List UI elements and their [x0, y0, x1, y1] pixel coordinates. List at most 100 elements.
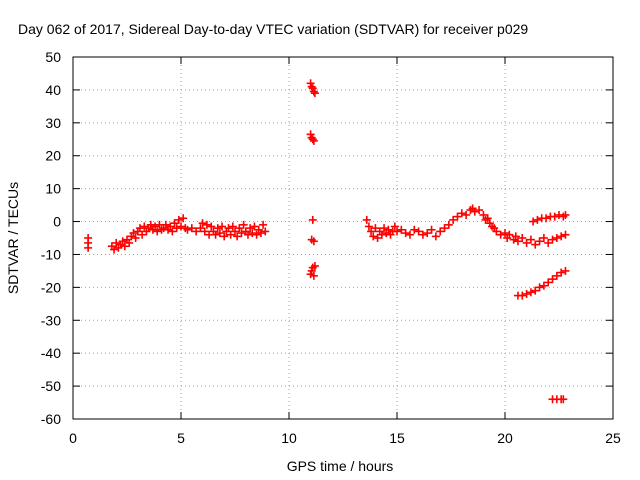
- data-point: [531, 240, 540, 249]
- data-point: [518, 291, 527, 300]
- data-point: [539, 234, 548, 242]
- data-point: [483, 214, 492, 223]
- data-point: [168, 227, 177, 236]
- x-tick-label: 25: [605, 430, 621, 446]
- data-point: [501, 229, 509, 238]
- data-point: [243, 230, 252, 239]
- y-tick-label: 0: [53, 214, 61, 230]
- data-point: [200, 227, 209, 236]
- data-point: [151, 222, 160, 231]
- data-point: [218, 222, 227, 231]
- data-point: [140, 222, 149, 231]
- data-point: [511, 232, 520, 241]
- y-axis-ticks: 50 40 30 20 10 0 -10 -20 -30 -40 -50 -60: [41, 49, 613, 427]
- data-point: [215, 229, 224, 238]
- data-point: [496, 230, 505, 239]
- chart-title: Day 062 of 2017, Sidereal Day-to-day VTE…: [18, 21, 528, 37]
- data-point: [542, 214, 551, 223]
- data-point: [231, 227, 239, 236]
- data-point: [131, 234, 140, 242]
- y-tick-label: -40: [41, 345, 61, 361]
- data-point: [373, 234, 382, 242]
- data-point: [393, 227, 401, 236]
- data-point: [479, 210, 488, 219]
- data-point: [213, 224, 222, 233]
- data-point: [457, 209, 466, 218]
- data-point: [308, 135, 317, 144]
- data-point: [367, 227, 376, 236]
- data-point: [259, 220, 268, 229]
- data-point: [252, 230, 261, 239]
- data-point: [228, 222, 237, 231]
- data-point: [423, 229, 432, 238]
- data-point: [552, 234, 561, 242]
- plot-frame: [72, 56, 614, 420]
- data-point: [561, 230, 570, 239]
- data-point: [533, 215, 542, 224]
- data-points: [84, 79, 570, 404]
- data-point: [224, 224, 233, 233]
- y-tick-label: 40: [45, 82, 61, 98]
- data-point: [309, 237, 318, 246]
- data-point: [529, 217, 538, 226]
- data-point: [522, 289, 531, 298]
- data-point: [308, 215, 317, 224]
- data-point: [535, 283, 544, 292]
- y-tick-label: 10: [45, 181, 61, 197]
- data-point: [248, 229, 257, 238]
- data-point: [418, 230, 427, 239]
- data-point: [518, 234, 527, 242]
- y-axis-title: SDTVAR / TECUs: [5, 182, 21, 294]
- data-point: [397, 225, 406, 234]
- data-point: [550, 212, 559, 221]
- data-point: [559, 395, 568, 404]
- data-point: [110, 245, 119, 254]
- data-point: [187, 224, 196, 233]
- data-point: [256, 229, 265, 238]
- data-point: [462, 210, 471, 219]
- data-point: [557, 232, 566, 241]
- y-tick-label: -50: [41, 378, 61, 394]
- data-point: [405, 230, 414, 239]
- x-axis-title: GPS time / hours: [287, 458, 394, 474]
- x-axis-ticks: 0 5 10 15 20 25: [69, 57, 621, 446]
- y-tick-label: -10: [41, 246, 61, 262]
- data-point: [177, 222, 185, 231]
- data-point: [410, 225, 419, 234]
- data-point: [414, 227, 423, 236]
- y-tick-label: 50: [45, 49, 61, 65]
- data-point: [239, 220, 248, 229]
- data-point: [526, 288, 535, 297]
- data-point: [505, 230, 514, 239]
- data-point: [309, 271, 318, 280]
- data-point: [453, 212, 462, 221]
- data-point: [120, 242, 129, 251]
- data-point: [196, 224, 205, 233]
- data-point: [561, 210, 570, 219]
- data-point: [211, 230, 220, 239]
- data-point: [237, 229, 246, 238]
- data-point: [380, 224, 389, 233]
- data-point: [544, 278, 553, 287]
- data-point: [548, 275, 557, 284]
- data-point: [153, 227, 162, 236]
- data-point: [449, 215, 458, 224]
- data-point: [198, 219, 207, 228]
- data-point: [226, 230, 235, 239]
- data-point: [129, 229, 138, 238]
- x-tick-label: 10: [281, 430, 297, 446]
- data-point: [179, 214, 188, 223]
- data-point: [544, 238, 553, 247]
- data-point: [233, 232, 242, 241]
- data-point: [427, 225, 436, 234]
- data-point: [261, 227, 270, 236]
- data-point: [309, 136, 318, 145]
- data-point: [207, 222, 216, 231]
- y-tick-label: -60: [41, 411, 61, 427]
- data-point: [444, 220, 453, 229]
- data-point: [362, 215, 371, 224]
- data-point: [172, 224, 181, 233]
- y-tick-label: 20: [45, 148, 61, 164]
- data-point: [310, 89, 319, 98]
